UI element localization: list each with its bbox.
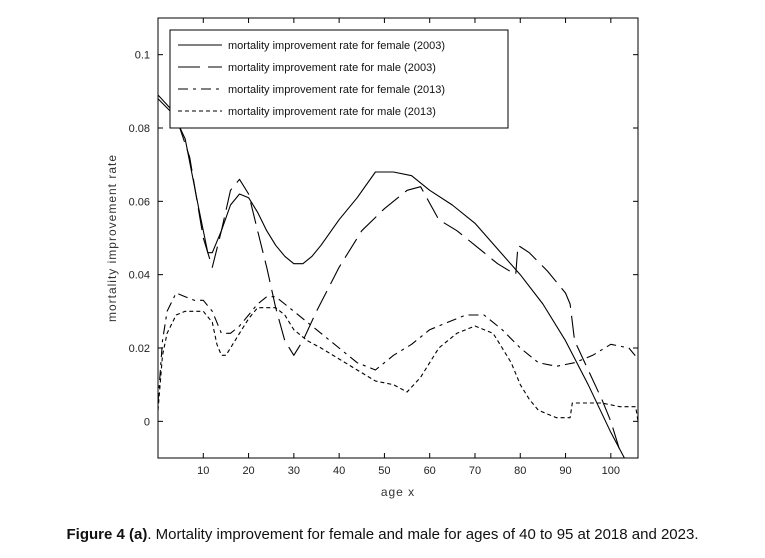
plot-frame <box>157 17 639 459</box>
figure-label: Figure 4 (a) <box>66 526 148 543</box>
series-line-2 <box>158 98 621 451</box>
legend-items: mortality improvement rate for female (2… <box>178 40 445 118</box>
legend-label-4: mortality improvement rate for male (201… <box>228 106 436 118</box>
x-tick-label: 10 <box>197 465 209 477</box>
x-tick-label: 50 <box>378 465 390 477</box>
mortality-improvement-chart: 10 20 30 40 50 60 70 80 90 100 0 0.02 0.04 0.06 0.08 0.… <box>105 17 639 499</box>
y-tick-label: 0.1 <box>135 50 150 62</box>
y-axis-title: mortality improvement rate <box>105 154 119 322</box>
y-tick-label: 0.02 <box>129 343 150 355</box>
series-line-1 <box>158 94 625 458</box>
x-tick-label: 30 <box>288 465 300 477</box>
x-axis-title: age x <box>381 485 415 499</box>
y-tick-label: 0.04 <box>129 270 150 282</box>
x-tick-label: 60 <box>424 465 436 477</box>
legend-box <box>169 29 509 129</box>
legend-label-3: mortality improvement rate for female (2… <box>228 84 445 96</box>
y-tick-label: 0.08 <box>129 123 150 135</box>
axis-ticks: 10 20 30 40 50 60 70 80 90 100 0 0.02 0.04 0.06 0.08 0.… <box>129 18 638 477</box>
series-line-4 <box>158 307 638 422</box>
series-line-3 <box>158 292 638 404</box>
legend: mortality improvement rate for female (2… <box>169 29 509 129</box>
x-tick-label: 90 <box>559 465 571 477</box>
series-layer <box>158 94 638 458</box>
x-tick-label: 70 <box>469 465 481 477</box>
figure-caption-text: . Mortality improvement for female and m… <box>147 526 699 543</box>
legend-label-2: mortality improvement rate for male (200… <box>228 62 436 74</box>
x-tick-label: 40 <box>333 465 345 477</box>
y-tick-label: 0.06 <box>129 196 150 208</box>
figure-caption: Figure 4 (a). Mortality improvement for … <box>0 526 765 543</box>
x-tick-label: 20 <box>242 465 254 477</box>
plot-area: 10 20 30 40 50 60 70 80 90 100 0 0.02 0.04 0.06 0.08 0.… <box>129 17 639 477</box>
legend-label-1: mortality improvement rate for female (2… <box>228 40 445 52</box>
y-tick-label: 0 <box>144 416 150 428</box>
x-tick-label: 100 <box>602 465 620 477</box>
x-tick-label: 80 <box>514 465 526 477</box>
